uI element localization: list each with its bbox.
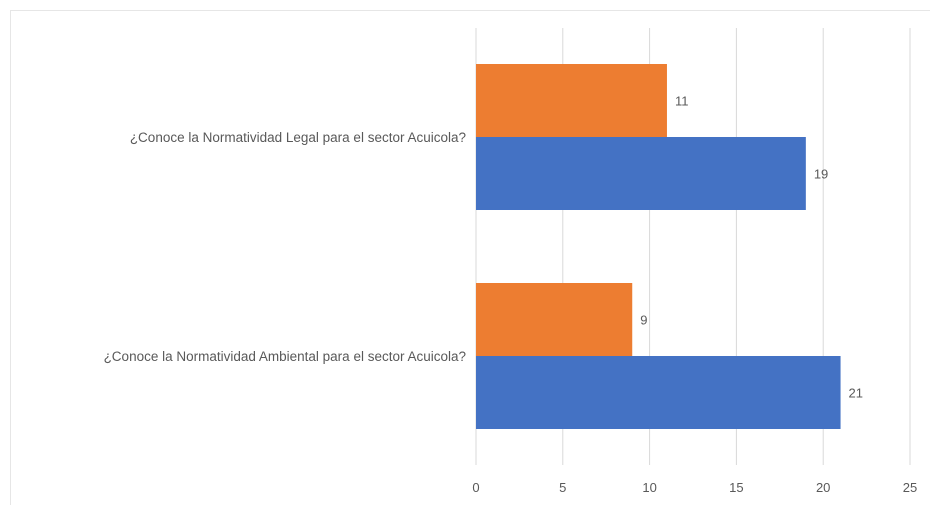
data-label: 11 [675,94,689,109]
data-label: 21 [849,386,863,401]
x-tick-label: 5 [559,480,566,495]
x-tick-label: 0 [472,480,479,495]
bar [476,64,667,137]
x-tick-label: 25 [903,480,917,495]
data-label: 19 [814,167,828,182]
bar [476,283,633,356]
x-tick-label: 10 [642,480,656,495]
labels: 0 5 10 15 20 25 ¿Conoce la Normatividad Legal … [104,94,918,496]
bars [476,64,841,429]
bar [476,356,841,429]
category-label: ¿Conoce la Normatividad Ambiental para e… [104,349,466,364]
bar [476,137,806,210]
frame-border-left [10,10,11,505]
x-tick-label: 20 [816,480,830,495]
x-tick-label: 15 [729,480,743,495]
data-label: 9 [640,313,647,328]
frame-border-top [10,10,930,11]
category-label: ¿Conoce la Normatividad Legal para el se… [130,130,466,145]
